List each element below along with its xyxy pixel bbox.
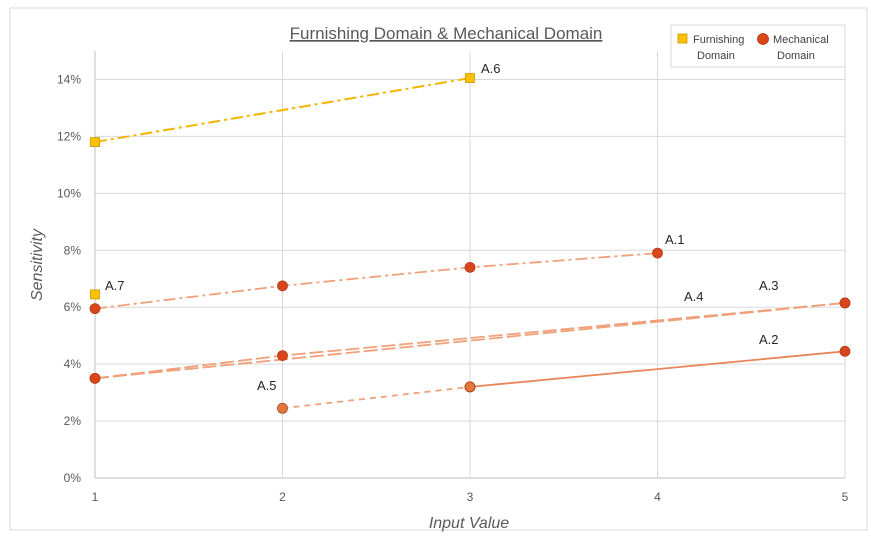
y-tick-label: 4% (64, 357, 82, 371)
y-tick-label: 12% (57, 129, 81, 143)
x-tick-label: 3 (467, 490, 474, 504)
y-tick-label: 0% (64, 471, 82, 485)
series-line-a5 (282, 386, 471, 410)
data-point-a4 (89, 372, 101, 384)
chart-title: Furnishing Domain & Mechanical Domain (290, 24, 603, 43)
y-tick-label: 8% (64, 243, 82, 257)
data-point-a3 (277, 350, 288, 361)
data-point-a7 (90, 289, 100, 300)
series-line-a6 (94, 77, 471, 144)
y-tick-label: 2% (64, 414, 82, 428)
y-axis-title: Sensitivity (29, 228, 46, 301)
legend-mechanical-marker (757, 33, 769, 45)
legend-mechanical-label-2: Domain (777, 50, 815, 62)
x-tick-label: 2 (279, 490, 286, 504)
data-point-a1 (652, 247, 663, 259)
data-point-a1 (277, 280, 288, 292)
data-point-a5 (464, 381, 476, 393)
series-lines (94, 77, 846, 410)
annotation-a1: A.1 (665, 232, 685, 247)
data-point-a5 (277, 402, 288, 414)
x-tick-label: 1 (92, 490, 99, 504)
data-point-a4 (839, 297, 851, 309)
legend-furnishing-marker (677, 33, 688, 44)
x-axis-title: Input Value (429, 515, 509, 532)
data-point-a2 (839, 345, 851, 357)
annotation-a7: A.7 (105, 278, 125, 293)
annotation-a2: A.2 (759, 332, 779, 347)
y-tick-label: 6% (64, 300, 82, 314)
annotation-a6: A.6 (481, 61, 501, 76)
data-annotations: A.6 A.7 A.1 A.3 A.4 A.2 A.5 (105, 61, 779, 393)
legend: Furnishing Domain Mechanical Domain (670, 24, 846, 68)
annotation-a5: A.5 (257, 378, 277, 393)
x-tick-label: 4 (654, 490, 661, 504)
annotation-a4: A.4 (684, 289, 704, 304)
legend-box (670, 24, 846, 68)
annotation-a3: A.3 (759, 278, 779, 293)
legend-furnishing-label-1: Furnishing (693, 34, 744, 46)
data-point-a6 (465, 73, 475, 83)
data-point-a1 (464, 261, 476, 273)
y-axis-ticks: 0% 2% 4% 6% 8% 10% 12% 14% (57, 72, 81, 485)
legend-mechanical-label-1: Mechanical (773, 34, 829, 46)
legend-furnishing-label-2: Domain (697, 50, 735, 62)
series-line-a1 (94, 252, 658, 310)
series-markers (89, 73, 851, 414)
series-line-a2 (469, 350, 846, 388)
x-tick-label: 5 (842, 490, 849, 504)
y-tick-label: 14% (57, 72, 81, 86)
x-axis-ticks: 1 2 3 4 5 (92, 490, 849, 504)
data-point-a6 (90, 137, 100, 147)
chart-border (9, 7, 868, 531)
y-tick-label: 10% (57, 186, 81, 200)
data-point-a1 (89, 303, 101, 315)
